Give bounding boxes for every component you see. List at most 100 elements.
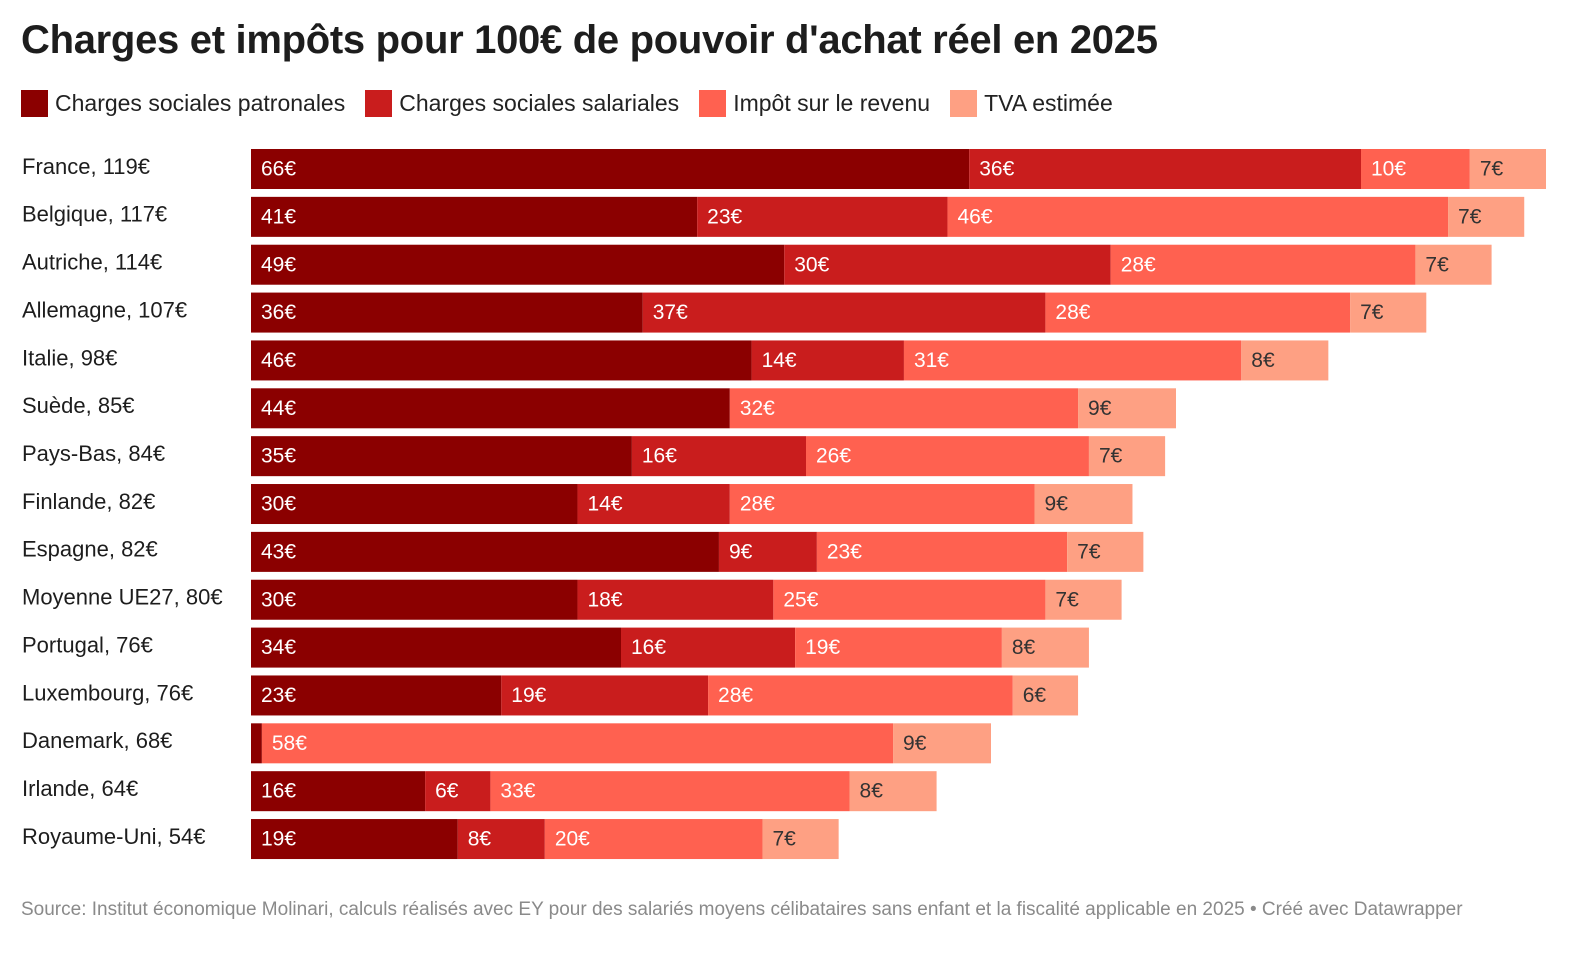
bar-segment-suede-impot-sur-le-revenu bbox=[729, 388, 1079, 429]
row-label-danemark: Danemark, 68€ bbox=[22, 728, 172, 753]
value-label-pays-bas-impot-sur-le-revenu: 26€ bbox=[816, 445, 851, 468]
value-label-finlande-impot-sur-le-revenu: 28€ bbox=[740, 493, 775, 516]
bar-segment-italie-tva-estimee bbox=[1241, 340, 1329, 381]
bar-segment-finlande-tva-estimee bbox=[1034, 484, 1133, 525]
row-label-portugal: Portugal, 76€ bbox=[22, 632, 153, 657]
bar-segment-royaume-uni-charges-sociales-salariales bbox=[457, 819, 545, 860]
bar-segment-luxembourg-charges-sociales-salariales bbox=[501, 675, 709, 716]
row-label-irlande: Irlande, 64€ bbox=[22, 776, 138, 801]
value-label-portugal-charges-sociales-patronales: 34€ bbox=[261, 636, 296, 659]
value-label-autriche-charges-sociales-patronales: 49€ bbox=[261, 253, 296, 276]
value-label-luxembourg-impot-sur-le-revenu: 28€ bbox=[718, 684, 753, 707]
bar-segment-france-charges-sociales-patronales bbox=[251, 149, 970, 189]
bar-segment-autriche-impot-sur-le-revenu bbox=[1110, 244, 1416, 285]
bar-segment-irlande-charges-sociales-patronales bbox=[251, 771, 426, 812]
row-label-autriche: Autriche, 114€ bbox=[22, 250, 162, 275]
row-label-suede: Suède, 85€ bbox=[22, 393, 135, 418]
legend-item-patronales: Charges sociales patronales bbox=[21, 90, 345, 117]
bar-segment-danemark-tva-estimee bbox=[893, 723, 991, 764]
bar-segment-portugal-impot-sur-le-revenu bbox=[795, 627, 1002, 668]
legend-swatch-impot-revenu bbox=[699, 90, 727, 117]
bar-segment-pays-bas-charges-sociales-salariales bbox=[631, 436, 806, 477]
value-label-irlande-impot-sur-le-revenu: 33€ bbox=[500, 780, 535, 803]
bar-segment-danemark-impot-sur-le-revenu bbox=[261, 723, 894, 764]
value-label-belgique-charges-sociales-patronales: 41€ bbox=[261, 205, 296, 228]
legend-label-tva: TVA estimée bbox=[984, 90, 1113, 116]
value-label-finlande-tva-estimee: 9€ bbox=[1045, 493, 1069, 516]
bar-segment-royaume-uni-charges-sociales-patronales bbox=[251, 819, 458, 860]
value-label-portugal-charges-sociales-salariales: 16€ bbox=[631, 636, 666, 659]
value-label-suede-impot-sur-le-revenu: 32€ bbox=[740, 397, 775, 420]
bar-segment-pays-bas-impot-sur-le-revenu bbox=[806, 436, 1089, 477]
bar-segment-finlande-charges-sociales-salariales bbox=[577, 484, 730, 525]
value-label-italie-charges-sociales-salariales: 14€ bbox=[762, 349, 797, 372]
value-label-moyenne-ue27-charges-sociales-patronales: 30€ bbox=[261, 588, 296, 611]
row-label-espagne: Espagne, 82€ bbox=[22, 537, 158, 562]
row-label-belgique: Belgique, 117€ bbox=[22, 202, 167, 227]
value-label-moyenne-ue27-charges-sociales-salariales: 18€ bbox=[587, 588, 622, 611]
bar-segment-royaume-uni-tva-estimee bbox=[762, 819, 839, 860]
value-label-espagne-charges-sociales-salariales: 9€ bbox=[729, 540, 753, 563]
bar-segment-pays-bas-charges-sociales-patronales bbox=[251, 436, 632, 477]
bar-segment-danemark-charges-sociales-patronales bbox=[251, 723, 262, 764]
bar-segment-luxembourg-tva-estimee bbox=[1012, 675, 1079, 716]
value-label-italie-impot-sur-le-revenu: 31€ bbox=[914, 349, 949, 372]
value-label-france-charges-sociales-salariales: 36€ bbox=[979, 158, 1014, 181]
bar-segment-belgique-impot-sur-le-revenu bbox=[947, 196, 1449, 237]
legend-item-salariales: Charges sociales salariales bbox=[365, 90, 679, 117]
value-label-espagne-tva-estimee: 7€ bbox=[1077, 540, 1101, 563]
value-label-belgique-impot-sur-le-revenu: 46€ bbox=[957, 205, 992, 228]
bar-segment-moyenne-ue27-impot-sur-le-revenu bbox=[773, 579, 1046, 620]
source-note: Source: Institut économique Molinari, ca… bbox=[21, 899, 1463, 920]
value-label-royaume-uni-charges-sociales-salariales: 8€ bbox=[468, 828, 492, 851]
value-label-italie-charges-sociales-patronales: 46€ bbox=[261, 349, 296, 372]
value-label-allemagne-impot-sur-le-revenu: 28€ bbox=[1055, 301, 1090, 324]
legend-item-impot-revenu: Impôt sur le revenu bbox=[699, 90, 930, 117]
row-label-pays-bas: Pays-Bas, 84€ bbox=[22, 441, 165, 466]
bar-segment-suede-charges-sociales-patronales bbox=[251, 388, 730, 429]
bar-segment-belgique-tva-estimee bbox=[1448, 196, 1525, 237]
value-label-belgique-charges-sociales-salariales: 23€ bbox=[707, 205, 742, 228]
bar-segment-france-charges-sociales-salariales bbox=[969, 149, 1361, 189]
row-label-finlande: Finlande, 82€ bbox=[22, 489, 155, 514]
value-label-autriche-charges-sociales-salariales: 30€ bbox=[794, 253, 829, 276]
bar-segment-portugal-tva-estimee bbox=[1001, 627, 1089, 668]
value-label-moyenne-ue27-impot-sur-le-revenu: 25€ bbox=[783, 588, 818, 611]
value-label-finlande-charges-sociales-salariales: 14€ bbox=[587, 493, 622, 516]
value-label-finlande-charges-sociales-patronales: 30€ bbox=[261, 493, 296, 516]
value-label-suede-tva-estimee: 9€ bbox=[1088, 397, 1112, 420]
value-label-allemagne-charges-sociales-patronales: 36€ bbox=[261, 301, 296, 324]
legend-label-salariales: Charges sociales salariales bbox=[399, 90, 680, 116]
bar-segment-portugal-charges-sociales-patronales bbox=[251, 627, 621, 668]
bar-segment-portugal-charges-sociales-salariales bbox=[621, 627, 796, 668]
legend-item-tva: TVA estimée bbox=[950, 90, 1113, 117]
value-label-luxembourg-charges-sociales-salariales: 19€ bbox=[511, 684, 546, 707]
row-label-royaume-uni: Royaume-Uni, 54€ bbox=[22, 824, 205, 849]
value-label-portugal-impot-sur-le-revenu: 19€ bbox=[805, 636, 840, 659]
row-label-luxembourg: Luxembourg, 76€ bbox=[22, 680, 193, 705]
legend-swatch-salariales bbox=[365, 90, 393, 117]
value-label-pays-bas-charges-sociales-patronales: 35€ bbox=[261, 445, 296, 468]
value-label-autriche-impot-sur-le-revenu: 28€ bbox=[1121, 253, 1156, 276]
chart-title: Charges et impôts pour 100€ de pouvoir d… bbox=[21, 18, 1158, 62]
bar-segment-france-impot-sur-le-revenu bbox=[1361, 149, 1470, 189]
legend-label-patronales: Charges sociales patronales bbox=[55, 90, 346, 116]
value-label-irlande-tva-estimee: 8€ bbox=[860, 780, 884, 803]
bar-segment-finlande-charges-sociales-patronales bbox=[251, 484, 578, 525]
row-label-france: France, 119€ bbox=[22, 154, 150, 179]
value-label-allemagne-charges-sociales-salariales: 37€ bbox=[653, 301, 688, 324]
legend-swatch-patronales bbox=[21, 90, 48, 117]
bar-segment-suede-tva-estimee bbox=[1078, 388, 1176, 429]
bar-segment-belgique-charges-sociales-salariales bbox=[697, 196, 948, 237]
value-label-portugal-tva-estimee: 8€ bbox=[1012, 636, 1036, 659]
value-label-autriche-tva-estimee: 7€ bbox=[1425, 253, 1449, 276]
chart-legend: Charges sociales patronales Charges soci… bbox=[21, 90, 1133, 117]
bar-segment-moyenne-ue27-charges-sociales-salariales bbox=[577, 579, 774, 620]
value-label-suede-charges-sociales-patronales: 44€ bbox=[261, 397, 296, 420]
value-label-france-tva-estimee: 7€ bbox=[1480, 158, 1504, 181]
row-label-moyenne-ue27: Moyenne UE27, 80€ bbox=[22, 585, 223, 610]
bar-segment-espagne-charges-sociales-patronales bbox=[251, 531, 719, 572]
value-label-france-impot-sur-le-revenu: 10€ bbox=[1371, 158, 1406, 181]
bar-segment-allemagne-charges-sociales-patronales bbox=[251, 292, 643, 333]
bar-segment-autriche-tva-estimee bbox=[1415, 244, 1492, 285]
